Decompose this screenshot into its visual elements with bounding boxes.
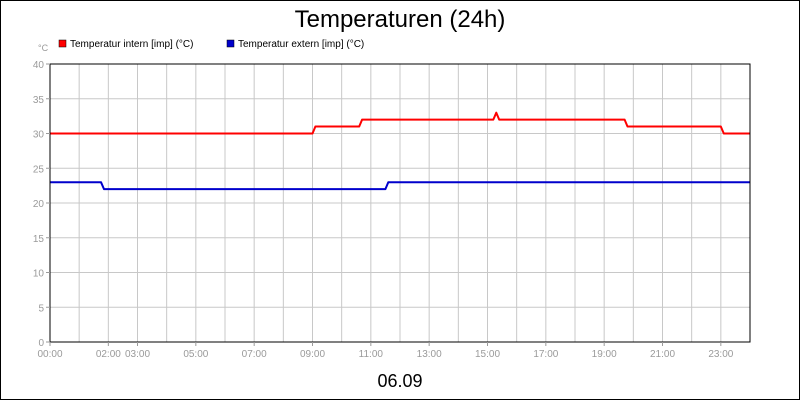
grid (50, 64, 750, 342)
x-axis-ticks: 00:00 02:00 03:00 05:00 07:00 09:00 11:00 13:00… (37, 342, 734, 360)
x-tick-label: 23:00 (708, 349, 733, 360)
y-tick-label: 25 (33, 164, 45, 175)
x-tick-label: 13:00 (417, 349, 442, 360)
x-tick-label: 21:00 (650, 349, 675, 360)
y-tick-label: 0 (38, 338, 44, 349)
y-tick-label: 10 (33, 269, 45, 280)
y-axis-unit: °C (38, 43, 49, 53)
series-layer (50, 111, 750, 191)
legend-swatch-intern (58, 39, 67, 48)
x-tick-label: 07:00 (242, 349, 267, 360)
date-label: 06.09 (377, 371, 422, 391)
x-tick-label: 17:00 (533, 349, 558, 360)
legend: Temperatur intern [imp] (°C) Temperatur … (58, 39, 364, 50)
legend-label-intern: Temperatur intern [imp] (°C) (70, 39, 193, 50)
x-tick-label: 02:00 (96, 349, 121, 360)
y-tick-label: 30 (33, 130, 45, 141)
x-tick-label: 09:00 (300, 349, 325, 360)
x-tick-label: 00:00 (37, 349, 62, 360)
x-tick-label: 05:00 (183, 349, 208, 360)
x-tick-label: 15:00 (475, 349, 500, 360)
x-tick-label: 03:00 (125, 349, 150, 360)
legend-label-extern: Temperatur extern [imp] (°C) (238, 39, 364, 50)
y-tick-label: 40 (33, 60, 45, 71)
y-tick-label: 15 (33, 234, 45, 245)
chart-title: Temperaturen (24h) (295, 6, 506, 33)
legend-swatch-extern (226, 39, 235, 48)
x-tick-label: 19:00 (592, 349, 617, 360)
series-line-extern (50, 181, 750, 191)
x-tick-label: 11:00 (359, 349, 384, 360)
y-tick-label: 35 (33, 95, 45, 106)
y-axis-ticks: 0 5 10 15 20 25 30 35 40 (33, 60, 50, 349)
series-line-intern (50, 111, 750, 135)
y-tick-label: 20 (33, 199, 45, 210)
y-tick-label: 5 (38, 303, 44, 314)
